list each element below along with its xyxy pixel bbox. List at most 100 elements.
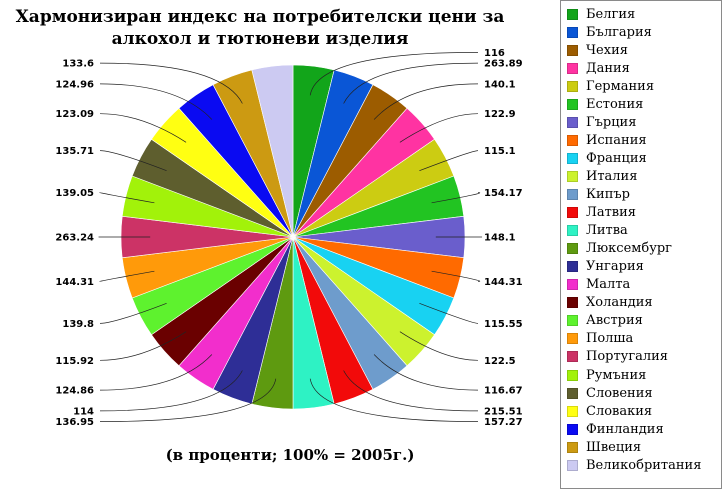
legend-item: Германия [567,77,654,95]
slice-value-label: 115.92 [55,356,94,367]
leader-line [99,62,243,104]
slice-value-label: 133.6 [62,59,94,70]
leader-line [431,270,481,282]
legend-label: Литва [586,223,628,239]
legend-swatch [567,405,578,417]
slice-value-label: 115.55 [484,319,523,330]
slice-value-label: 136.95 [55,417,94,428]
legend-label: Словакия [586,403,653,419]
leader-line [99,83,213,120]
legend-item: Австрия [567,312,643,330]
slice-value-label: 154.17 [484,188,523,199]
legend-label: Кипър [586,187,630,202]
leader-line [99,113,187,143]
legend-item: Унгария [567,258,644,276]
legend-swatch [567,134,578,146]
legend-label: Полша [586,331,634,347]
pie-slice-26 [251,64,294,238]
leader-line [343,370,479,412]
legend-swatch [567,333,578,345]
leader-line [373,83,479,120]
legend-label: Румъния [586,367,647,383]
legend-swatch [567,423,578,435]
slice-value-label: 148.1 [484,233,516,244]
slice-value-label: 123.09 [55,109,94,120]
legend-swatch [567,26,578,38]
leader-line [373,354,479,391]
legend-item: Румъния [567,366,646,384]
leader-line [419,302,479,324]
legend-label: Словения [586,385,653,401]
leader-line [99,370,243,412]
slice-value-label: 157.27 [484,417,523,428]
legend-item: Великобритания [567,456,701,474]
legend-label: Гърция [586,114,637,130]
slice-value-label: 116.67 [484,386,523,397]
legend-item: Чехия [567,41,628,59]
legend-label: Финландия [586,421,664,437]
legend-label: Германия [586,78,655,94]
legend-item: Дания [567,59,630,77]
slice-value-label: 114 [73,406,94,417]
legend-item: Малта [567,276,630,294]
chart-title-line-2: алкохол и тютюневи изделия [111,29,409,49]
legend-item: Естония [567,95,643,113]
legend-item: Словения [567,384,653,402]
leader-line [99,354,213,391]
legend-swatch [567,116,578,128]
slice-value-label: 263.24 [55,233,94,244]
legend-swatch [567,369,578,381]
legend-label: Малта [586,277,631,293]
leader-line [343,62,479,104]
leader-line [309,378,479,422]
legend-swatch [567,98,578,110]
slice-value-label: 122.5 [484,356,516,367]
legend-item: Холандия [567,294,653,312]
slice-value-label: 140.1 [484,79,516,90]
legend-label: Швеция [586,439,642,455]
slice-value-label: 124.86 [55,386,94,397]
legend-item: Финландия [567,420,664,438]
legend-item: Литва [567,222,628,240]
legend-label: Чехия [586,42,628,58]
chart-subtitle: (в проценти; 100% = 2005г.) [165,446,415,464]
legend-item: Италия [567,168,637,186]
legend-swatch [567,189,578,200]
legend-swatch [567,459,578,471]
legend-label: Белгия [586,6,636,22]
leader-line [431,192,481,204]
legend-label: Великобритания [586,457,702,473]
slice-value-label: 135.71 [55,146,94,157]
legend-item: Кипър [567,186,630,204]
chart-title: Хармонизиран индекс на потребителски цен… [0,6,520,50]
legend-label: Испания [586,132,647,148]
legend-label: Италия [586,169,638,184]
leader-line [399,331,479,361]
legend-item: Полша [567,330,633,348]
legend-swatch [567,225,578,237]
leader-line [99,150,167,172]
legend-label: Унгария [586,259,644,275]
chart-title-line-1: Хармонизиран индекс на потребителски цен… [15,7,505,27]
legend-label: Франция [586,150,647,166]
legend-swatch [567,171,578,182]
legend-swatch [567,387,578,399]
legend-swatch [567,62,578,74]
legend-swatch [567,351,578,363]
legend-item: Португалия [567,348,668,366]
slice-value-label: 215.51 [484,406,523,417]
legend-swatch [567,261,578,273]
legend-item: Гърция [567,113,636,131]
legend-swatch [567,315,578,327]
legend-item: Латвия [567,204,636,222]
slice-value-label: 124.96 [55,79,94,90]
legend-swatch [567,441,578,453]
leader-line [99,302,167,324]
legend-label: Люксембург [586,241,672,257]
legend-swatch [567,8,578,20]
legend-label: Естония [586,96,644,112]
slice-value-label: 122.9 [484,109,516,120]
legend-swatch [567,207,578,219]
leader-line [399,113,479,143]
